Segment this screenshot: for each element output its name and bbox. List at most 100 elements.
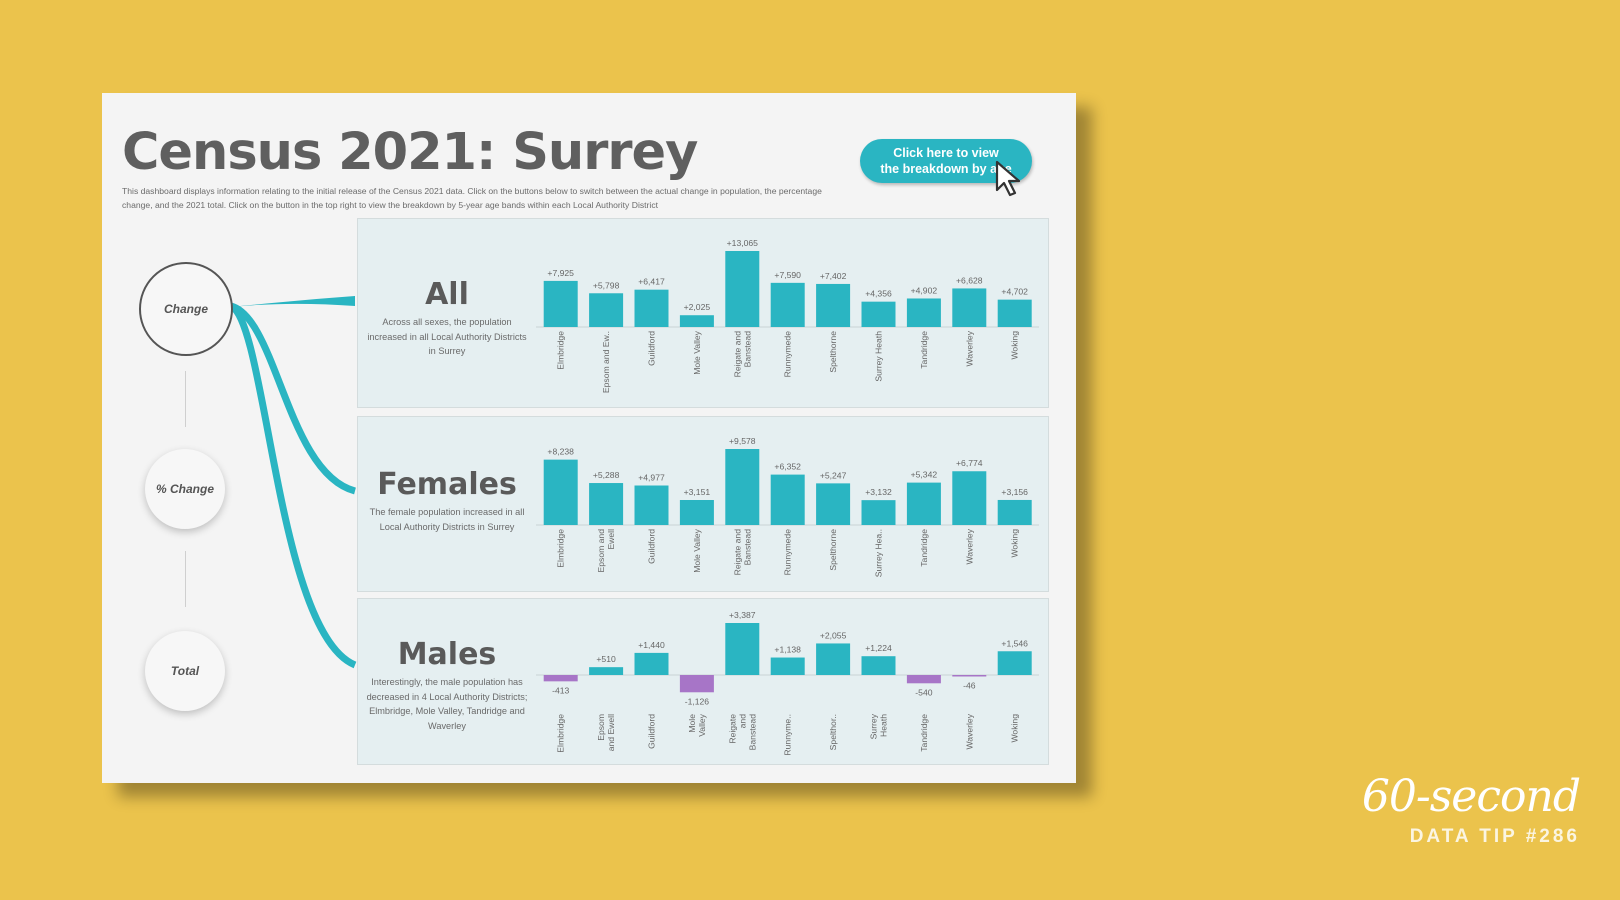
data-label-9: +6,628 (956, 275, 983, 285)
tick-label-3: Mole Valley (687, 713, 707, 736)
svg-text:Elmbridge: Elmbridge (556, 714, 566, 753)
bar-5[interactable] (770, 282, 805, 327)
change-toggle-button[interactable]: Change (139, 262, 233, 356)
page-description: This dashboard displays information rela… (122, 186, 822, 210)
svg-text:Elmbridge: Elmbridge (556, 331, 566, 370)
bar-2[interactable] (634, 289, 669, 327)
bar-1[interactable] (589, 667, 624, 675)
bar-10[interactable] (997, 651, 1032, 675)
tick-label-5: Runnymede (783, 529, 793, 576)
svg-text:and: and (737, 714, 747, 729)
bar-0[interactable] (543, 675, 578, 682)
bar-4[interactable] (725, 623, 760, 675)
data-label-7: +4,356 (865, 289, 892, 299)
tick-label-6: Spelthorne (828, 529, 838, 571)
svg-text:Woking: Woking (1010, 714, 1020, 743)
all-panel-description: Across all sexes, the population increas… (367, 317, 527, 356)
data-label-5: +1,138 (774, 645, 801, 655)
svg-text:Spelthor..: Spelthor.. (828, 714, 838, 750)
svg-text:Guildford: Guildford (647, 331, 657, 366)
bar-7[interactable] (861, 656, 896, 675)
bar-0[interactable] (543, 459, 578, 525)
svg-text:Waverley: Waverley (964, 713, 974, 749)
svg-text:Reigate: Reigate (727, 714, 737, 744)
dashboard-card: Census 2021: Surrey This dashboard displ… (102, 93, 1076, 783)
svg-text:Banstead: Banstead (742, 529, 752, 566)
data-label-8: -540 (915, 687, 932, 697)
females-bar-chart: +8,238 Elmbridge +5,288 Epsom and Ewell +4,97… (536, 436, 1039, 577)
bar-7[interactable] (861, 500, 896, 525)
bar-6[interactable] (816, 483, 851, 525)
bar-1[interactable] (589, 483, 624, 525)
bar-3[interactable] (679, 675, 714, 693)
svg-text:Runnymede: Runnymede (783, 331, 793, 378)
bar-4[interactable] (725, 251, 760, 327)
bar-5[interactable] (770, 474, 805, 525)
bar-1[interactable] (589, 293, 624, 327)
bar-3[interactable] (679, 499, 714, 525)
total-toggle-button[interactable]: Total (145, 631, 225, 711)
bar-10[interactable] (997, 499, 1032, 525)
tick-label-1: Epsom and Ew.. (601, 331, 611, 393)
tick-label-9: Waverley (964, 713, 974, 749)
total-toggle-label: Total (170, 664, 200, 678)
data-label-0: +8,238 (547, 447, 574, 457)
data-label-2: +6,417 (638, 277, 665, 287)
bar-6[interactable] (816, 643, 851, 675)
tick-label-6: Spelthorne (828, 331, 838, 373)
tick-label-9: Waverley (964, 528, 974, 564)
data-label-7: +3,132 (865, 487, 892, 497)
svg-text:Ewell: Ewell (606, 529, 616, 550)
pct-change-toggle-label: % Change (155, 482, 214, 496)
svg-text:Woking: Woking (1010, 529, 1020, 558)
change-toggle-label: Change (163, 302, 208, 316)
tick-label-8: Tandridge (919, 714, 929, 752)
data-label-4: +3,387 (729, 610, 756, 620)
svg-text:Epsom and: Epsom and (596, 529, 606, 573)
svg-text:Mole Valley: Mole Valley (692, 528, 702, 572)
data-label-9: +6,774 (956, 458, 983, 468)
svg-text:Waverley: Waverley (964, 330, 974, 366)
bar-8[interactable] (906, 675, 941, 684)
males-bar-chart: -413 Elmbridge +510 Epsom and Ewell +1,440 Gui… (536, 610, 1039, 756)
bar-2[interactable] (634, 485, 669, 525)
bar-5[interactable] (770, 657, 805, 675)
age-breakdown-button[interactable]: Click here to view the breakdown by age (860, 139, 1032, 183)
bar-9[interactable] (952, 288, 987, 327)
bar-9[interactable] (952, 675, 987, 677)
data-label-6: +5,247 (820, 470, 847, 480)
svg-text:Spelthorne: Spelthorne (828, 529, 838, 571)
svg-text:Woking: Woking (1010, 331, 1020, 360)
bar-8[interactable] (906, 298, 941, 327)
brand-logo: 60-second DATA TIP #286 (1362, 772, 1581, 848)
data-label-5: +6,352 (774, 462, 801, 472)
data-label-0: -413 (552, 685, 569, 695)
pct-change-toggle-button[interactable]: % Change (145, 449, 225, 529)
data-label-10: +4,702 (1001, 287, 1028, 297)
svg-text:Tandridge: Tandridge (919, 714, 929, 752)
data-label-9: -46 (963, 681, 976, 691)
data-label-2: +4,977 (638, 473, 665, 483)
bar-10[interactable] (997, 299, 1032, 327)
bar-6[interactable] (816, 283, 851, 327)
tick-label-7: Surrey Heath (869, 713, 889, 739)
data-label-10: +3,156 (1001, 487, 1028, 497)
svg-text:Mole Valley: Mole Valley (692, 330, 702, 374)
bar-8[interactable] (906, 482, 941, 525)
svg-text:Reigate and: Reigate and (732, 529, 742, 576)
svg-text:Tandridge: Tandridge (919, 529, 929, 567)
data-label-0: +7,925 (547, 268, 574, 278)
bar-4[interactable] (725, 449, 760, 525)
bar-7[interactable] (861, 301, 896, 327)
bar-2[interactable] (634, 652, 669, 675)
bar-3[interactable] (679, 315, 714, 327)
tick-label-10: Woking (1010, 714, 1020, 743)
bar-9[interactable] (952, 471, 987, 525)
tick-label-9: Waverley (964, 330, 974, 366)
males-panel-title: Males (397, 637, 497, 672)
bar-0[interactable] (543, 280, 578, 327)
tick-label-3: Mole Valley (692, 528, 702, 572)
tick-label-1: Epsom and Ewell (596, 529, 616, 573)
data-label-8: +5,342 (911, 470, 938, 480)
data-label-4: +9,578 (729, 436, 756, 446)
